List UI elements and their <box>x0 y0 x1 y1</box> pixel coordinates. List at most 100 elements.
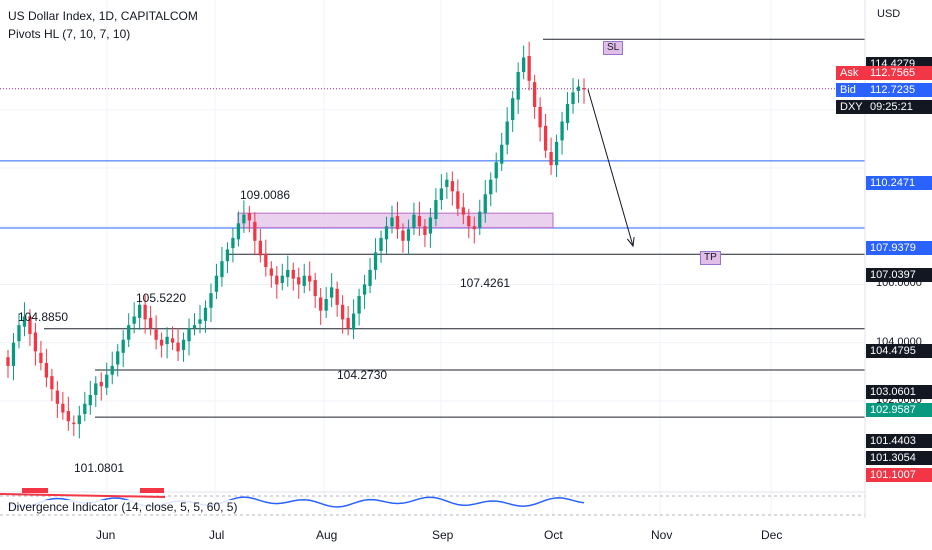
candle-body <box>280 275 284 283</box>
candle-body <box>532 82 537 107</box>
candle-body <box>395 216 400 230</box>
candle-body <box>148 317 153 329</box>
candle-body <box>346 317 350 329</box>
candle-body <box>445 179 449 187</box>
candle-body <box>110 365 114 375</box>
candle-body <box>220 261 224 278</box>
time-tick: Sep <box>432 528 454 542</box>
tp-label[interactable]: TP <box>700 251 721 265</box>
candle-body <box>121 339 125 353</box>
candle-body <box>302 275 306 286</box>
candle-body <box>99 381 103 387</box>
price-level-tag: 101.3054 <box>866 451 932 465</box>
candle-body <box>50 376 54 390</box>
price-level-tag: 101.4403 <box>866 434 932 448</box>
projection-arrow[interactable] <box>587 89 635 248</box>
candle-body <box>549 152 553 166</box>
candle-body <box>362 284 367 295</box>
candle-body <box>236 223 241 240</box>
candle-body <box>423 226 427 235</box>
candle-body <box>461 207 465 215</box>
candle-body <box>379 237 383 251</box>
divergence-indicator-label: Divergence Indicator (14, close, 5, 5, 6… <box>8 500 238 514</box>
candle-body <box>192 325 197 329</box>
supply-zone-rectangle[interactable] <box>237 212 554 229</box>
symbol-label: DXY <box>836 100 866 114</box>
candle-body <box>154 329 158 340</box>
candle-body <box>275 275 279 285</box>
candle-body <box>77 415 81 425</box>
candle-body <box>105 374 109 388</box>
sl-label[interactable]: SL <box>603 41 624 55</box>
divergence-line <box>7 496 585 508</box>
candle-body <box>554 141 559 166</box>
candle-body <box>511 98 515 121</box>
candle-body <box>187 328 191 342</box>
candle-body <box>165 336 169 345</box>
candle-body <box>66 411 70 422</box>
candle-body <box>6 357 10 366</box>
pivot-label: 107.4261 <box>460 276 511 290</box>
bearish-divergence-marker <box>140 488 164 493</box>
candle-body <box>242 214 246 224</box>
candle-body <box>72 422 76 425</box>
candle-body <box>571 92 575 105</box>
candle-body <box>17 325 21 342</box>
arrow-shaft <box>587 89 634 247</box>
candle-body <box>472 226 476 230</box>
price-level-tag: 102.9587 <box>866 403 932 417</box>
price-level-tag: 104.4795 <box>866 344 932 358</box>
candle-body <box>203 307 208 321</box>
candle-body <box>138 304 142 318</box>
candle-body <box>439 188 444 201</box>
candle-body <box>264 253 268 267</box>
candle-body <box>258 240 262 256</box>
candle-body <box>291 269 295 279</box>
grid-lines <box>0 0 865 518</box>
price-level-tag: 110.2471 <box>866 176 932 190</box>
price-level-tag: 101.1007 <box>866 468 932 482</box>
candle-body <box>543 125 548 151</box>
candle-body <box>143 304 147 320</box>
candle-body <box>434 200 438 219</box>
candle-body <box>319 297 323 311</box>
candle-body <box>340 304 345 320</box>
ask-label: Ask <box>836 66 866 80</box>
candle-body <box>401 230 405 241</box>
candle-body <box>373 252 378 270</box>
candle-body <box>297 277 301 285</box>
candle-body <box>467 216 471 227</box>
candle-body <box>231 237 235 249</box>
candle-body <box>565 104 570 123</box>
time-tick: Oct <box>544 528 563 542</box>
candle-body <box>538 106 542 128</box>
price-level-tag: 107.0397 <box>866 268 932 282</box>
candle-body <box>527 56 531 81</box>
candle-body <box>351 313 356 330</box>
candle-body <box>390 217 394 227</box>
candle-body <box>428 217 433 234</box>
currency-label: USD <box>877 8 901 20</box>
candle-body <box>83 403 87 414</box>
price-level-tag: 103.0601 <box>866 385 932 399</box>
candle-body <box>417 216 422 227</box>
candle-body <box>384 226 389 240</box>
candle-body <box>225 249 230 262</box>
candle-body <box>522 57 526 73</box>
candle-body <box>335 288 339 305</box>
candle-body <box>176 342 180 352</box>
candle-body <box>516 72 520 100</box>
candle-body <box>209 293 213 308</box>
candle-body <box>159 339 164 346</box>
candle-body <box>406 229 411 241</box>
bar-countdown: 09:25:21 <box>866 100 932 114</box>
candle-body <box>576 86 581 91</box>
pivot-label: 104.8850 <box>18 310 69 324</box>
bid-price: 112.7235 <box>866 83 932 97</box>
candle-body <box>357 296 361 314</box>
candle-body <box>505 121 509 145</box>
candle-body <box>330 287 334 298</box>
chart-background <box>0 0 865 550</box>
candle-body <box>247 213 252 221</box>
